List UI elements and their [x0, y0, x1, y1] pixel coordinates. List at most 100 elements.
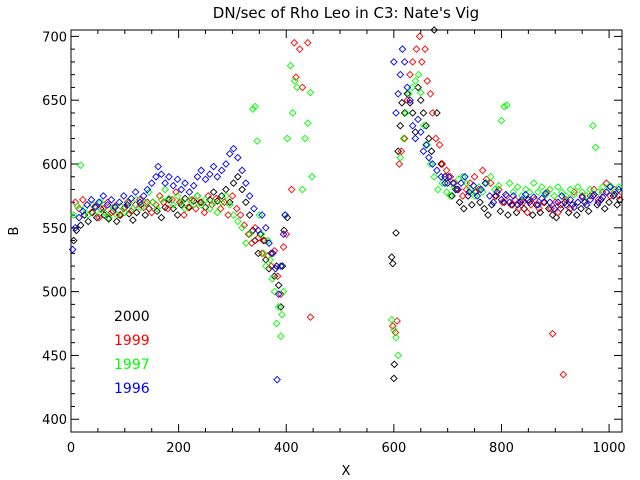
data-point: [524, 195, 533, 204]
axis-ticks: 0 200 400 600 800 1000 400 450 500 550 600 650 700: [42, 30, 626, 456]
data-point: [505, 198, 514, 207]
data-point: [443, 179, 452, 187]
x-tick-label: 600: [381, 441, 406, 456]
data-point: [551, 198, 560, 207]
data-point: [165, 195, 173, 204]
data-point: [79, 207, 87, 216]
data-point: [278, 262, 287, 270]
data-point: [525, 188, 534, 196]
data-point: [476, 198, 484, 207]
data-point: [165, 172, 173, 181]
data-point: [216, 204, 225, 213]
data-point: [435, 141, 444, 149]
data-point: [193, 192, 202, 200]
data-point: [209, 198, 218, 207]
data-point: [530, 195, 539, 204]
data-point: [411, 134, 420, 143]
data-point: [408, 58, 417, 66]
data-point: [229, 179, 238, 187]
y-axis-label: B: [7, 227, 22, 236]
data-point: [566, 185, 575, 194]
data-point: [172, 188, 180, 196]
data-point: [155, 192, 164, 200]
data-point: [400, 58, 409, 66]
data-point: [509, 188, 518, 196]
data-point: [148, 198, 157, 207]
data-point: [265, 239, 273, 247]
data-point: [455, 198, 464, 207]
data-point: [405, 89, 413, 98]
data-point: [189, 197, 198, 205]
data-point: [521, 190, 530, 199]
data-point: [602, 188, 611, 196]
data-point: [245, 192, 254, 200]
data-point: [570, 190, 578, 199]
data-point: [165, 194, 173, 203]
data-point: [508, 201, 517, 209]
data-point: [181, 194, 189, 203]
data-point: [442, 166, 451, 175]
data-point: [581, 198, 589, 207]
data-point: [478, 188, 487, 196]
data-point: [76, 221, 85, 230]
data-point: [217, 166, 226, 175]
data-point: [79, 195, 87, 204]
data-point: [509, 192, 518, 200]
data-point: [229, 211, 238, 219]
data-point: [392, 109, 400, 117]
data-point: [84, 217, 93, 226]
data-point: [109, 203, 117, 212]
data-point: [433, 109, 441, 117]
data-point: [403, 96, 412, 105]
data-point: [554, 183, 562, 191]
data-point: [408, 109, 417, 117]
data-point: [541, 190, 550, 199]
data-point: [99, 192, 108, 200]
data-point: [537, 194, 546, 203]
legend: 2000 1999 1997 1996: [114, 309, 150, 397]
data-point: [268, 249, 277, 258]
data-point: [598, 193, 607, 202]
data-point: [594, 188, 603, 196]
data-point: [396, 70, 405, 79]
data-point: [291, 77, 299, 85]
data-point: [462, 179, 471, 187]
data-point: [387, 315, 396, 324]
data-point: [75, 213, 83, 222]
data-point: [279, 230, 288, 239]
data-point: [590, 190, 598, 199]
data-point: [164, 204, 172, 213]
data-point: [520, 204, 528, 213]
data-point: [537, 183, 546, 191]
data-point: [496, 207, 505, 216]
data-point: [232, 204, 241, 213]
data-point: [451, 185, 460, 194]
data-point: [519, 198, 527, 207]
data-point: [103, 201, 112, 209]
data-point: [412, 45, 421, 53]
data-point: [473, 192, 482, 200]
data-point: [391, 328, 400, 337]
data-point: [141, 198, 150, 207]
data-point: [95, 213, 103, 222]
y-tick-label: 650: [42, 94, 67, 109]
data-point: [238, 185, 246, 194]
data-point: [92, 213, 101, 222]
data-point: [251, 223, 259, 232]
data-point: [505, 179, 514, 187]
data-point: [570, 188, 578, 196]
data-point: [554, 208, 562, 217]
data-point: [598, 183, 607, 191]
data-point: [131, 188, 140, 196]
data-point: [566, 195, 575, 204]
data-point: [458, 172, 467, 181]
data-point: [88, 208, 97, 217]
y-tick-label: 550: [42, 222, 67, 237]
data-point: [478, 166, 487, 175]
data-point: [282, 230, 291, 239]
data-point: [390, 326, 398, 334]
data-point: [529, 193, 538, 202]
data-point: [433, 166, 441, 175]
y-tick-label: 400: [42, 413, 67, 428]
data-point: [578, 193, 587, 202]
